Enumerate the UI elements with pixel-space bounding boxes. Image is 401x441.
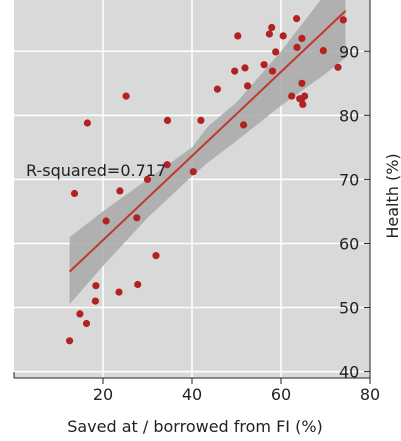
data-point [279, 32, 287, 40]
data-point [293, 15, 301, 23]
y-tick-label: 50 [339, 299, 359, 318]
x-axis-label: Saved at / borrowed from FI (%) [67, 417, 323, 436]
data-point [163, 161, 171, 169]
data-point [133, 214, 141, 222]
data-point [197, 116, 205, 124]
data-point [298, 34, 306, 43]
data-points [66, 15, 347, 345]
r-squared-annotation: R-squared=0.717 [26, 161, 166, 180]
x-tick-label: 60 [271, 385, 291, 404]
data-point [116, 187, 124, 195]
data-point [102, 217, 110, 225]
data-point [260, 61, 268, 69]
y-axis: 40 50 60 70 80 90 [339, 0, 371, 382]
data-point [82, 319, 91, 328]
data-point [265, 30, 273, 38]
data-point [268, 67, 277, 75]
data-point [231, 67, 239, 75]
data-point [334, 63, 342, 71]
data-point [115, 288, 123, 296]
fit-line-group [68, 10, 347, 273]
data-point [244, 82, 252, 90]
x-tick-label: 80 [360, 385, 380, 404]
data-point [83, 119, 91, 127]
data-point [91, 297, 99, 305]
x-axis: 20 40 60 80 [13, 372, 380, 404]
data-point [268, 23, 276, 32]
data-point [241, 64, 249, 72]
fit-line [68, 10, 347, 273]
data-point [293, 43, 301, 52]
data-point [76, 310, 84, 318]
data-point [163, 116, 172, 124]
data-point [213, 85, 221, 93]
data-point [301, 92, 309, 100]
x-tick-label: 40 [182, 385, 202, 404]
data-point [240, 121, 248, 129]
data-point [66, 337, 74, 345]
data-point [134, 280, 142, 289]
data-point [143, 175, 152, 183]
data-point [122, 92, 130, 100]
data-point [298, 79, 306, 87]
y-tick-label: 80 [339, 106, 359, 125]
y-tick-label: 40 [339, 363, 359, 382]
y-tick-label: 70 [339, 170, 359, 189]
y-tick-label: 90 [339, 42, 359, 61]
data-point [189, 168, 197, 176]
data-point [339, 16, 347, 24]
data-point [234, 32, 242, 40]
y-tick-label: 60 [339, 234, 359, 253]
data-point [272, 48, 280, 56]
data-point [152, 252, 160, 260]
data-point [319, 47, 327, 55]
data-point [70, 189, 79, 198]
data-point [288, 92, 296, 100]
data-point [299, 100, 307, 108]
data-point [92, 282, 100, 290]
y-axis-label: Health (%) [383, 153, 401, 238]
x-tick-label: 20 [93, 385, 113, 404]
